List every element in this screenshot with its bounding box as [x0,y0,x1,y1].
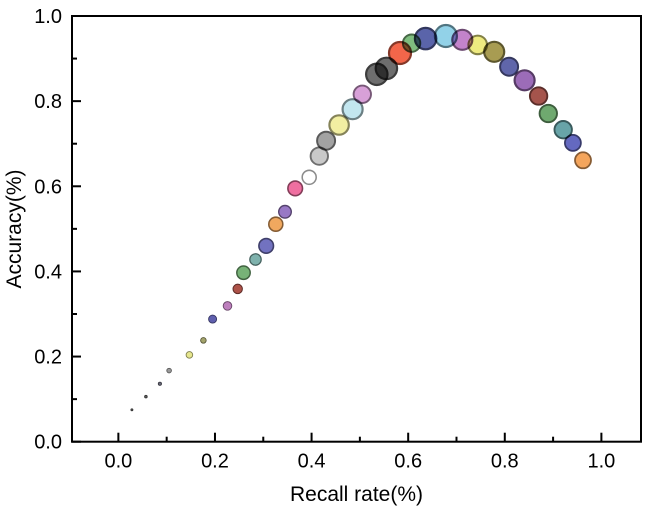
data-bubble [374,56,399,81]
data-bubble [553,120,573,140]
data-bubble [166,367,172,374]
data-bubble [574,151,592,170]
x-tick-label: 1.0 [587,451,615,473]
data-bubble [200,337,207,344]
x-axis: 0.0 0.2 0.4 0.6 0.8 1.0 [104,432,615,473]
data-bubble [538,103,558,124]
y-tick-label: 1.0 [34,6,62,28]
data-bubble [222,301,233,311]
x-tick-label: 0.6 [394,451,422,473]
data-bubble [528,86,549,106]
data-bubble [564,134,582,152]
data-bubble [287,180,304,197]
y-tick-label: 0.2 [34,347,62,369]
y-tick-label: 0.8 [34,91,62,113]
x-tick-label: 0.4 [298,451,326,473]
data-bubble [232,283,243,295]
data-bubble [278,204,292,219]
bubbles-layer [130,23,592,412]
y-axis-title: Accuracy(%) [3,169,26,288]
y-tick-label: 0.0 [34,432,62,454]
data-bubble [316,130,337,151]
data-bubble [483,40,506,63]
x-tick-label: 0.8 [491,451,519,473]
data-bubble [413,26,438,51]
data-bubble [236,265,251,281]
data-bubble [208,314,218,324]
data-bubble [301,169,317,186]
x-axis-title: Recall rate(%) [290,483,423,506]
data-bubble [157,381,162,386]
data-bubble [513,69,536,92]
data-bubble [130,408,134,412]
x-tick-label: 0.0 [104,451,132,473]
x-tick-label: 0.2 [201,451,229,473]
data-bubble [499,56,520,77]
data-bubble [341,98,364,121]
y-tick-label: 0.4 [34,261,62,283]
data-bubble [249,253,262,266]
data-bubble [352,84,372,104]
data-bubble [144,394,148,399]
y-axis: 0.0 0.2 0.4 0.6 0.8 1.0 [34,6,81,454]
y-tick-label: 0.6 [34,176,62,198]
data-bubble [185,351,194,359]
plot-frame [71,15,642,443]
data-bubble [328,114,350,136]
data-bubble [268,216,284,232]
data-bubble [258,237,275,255]
